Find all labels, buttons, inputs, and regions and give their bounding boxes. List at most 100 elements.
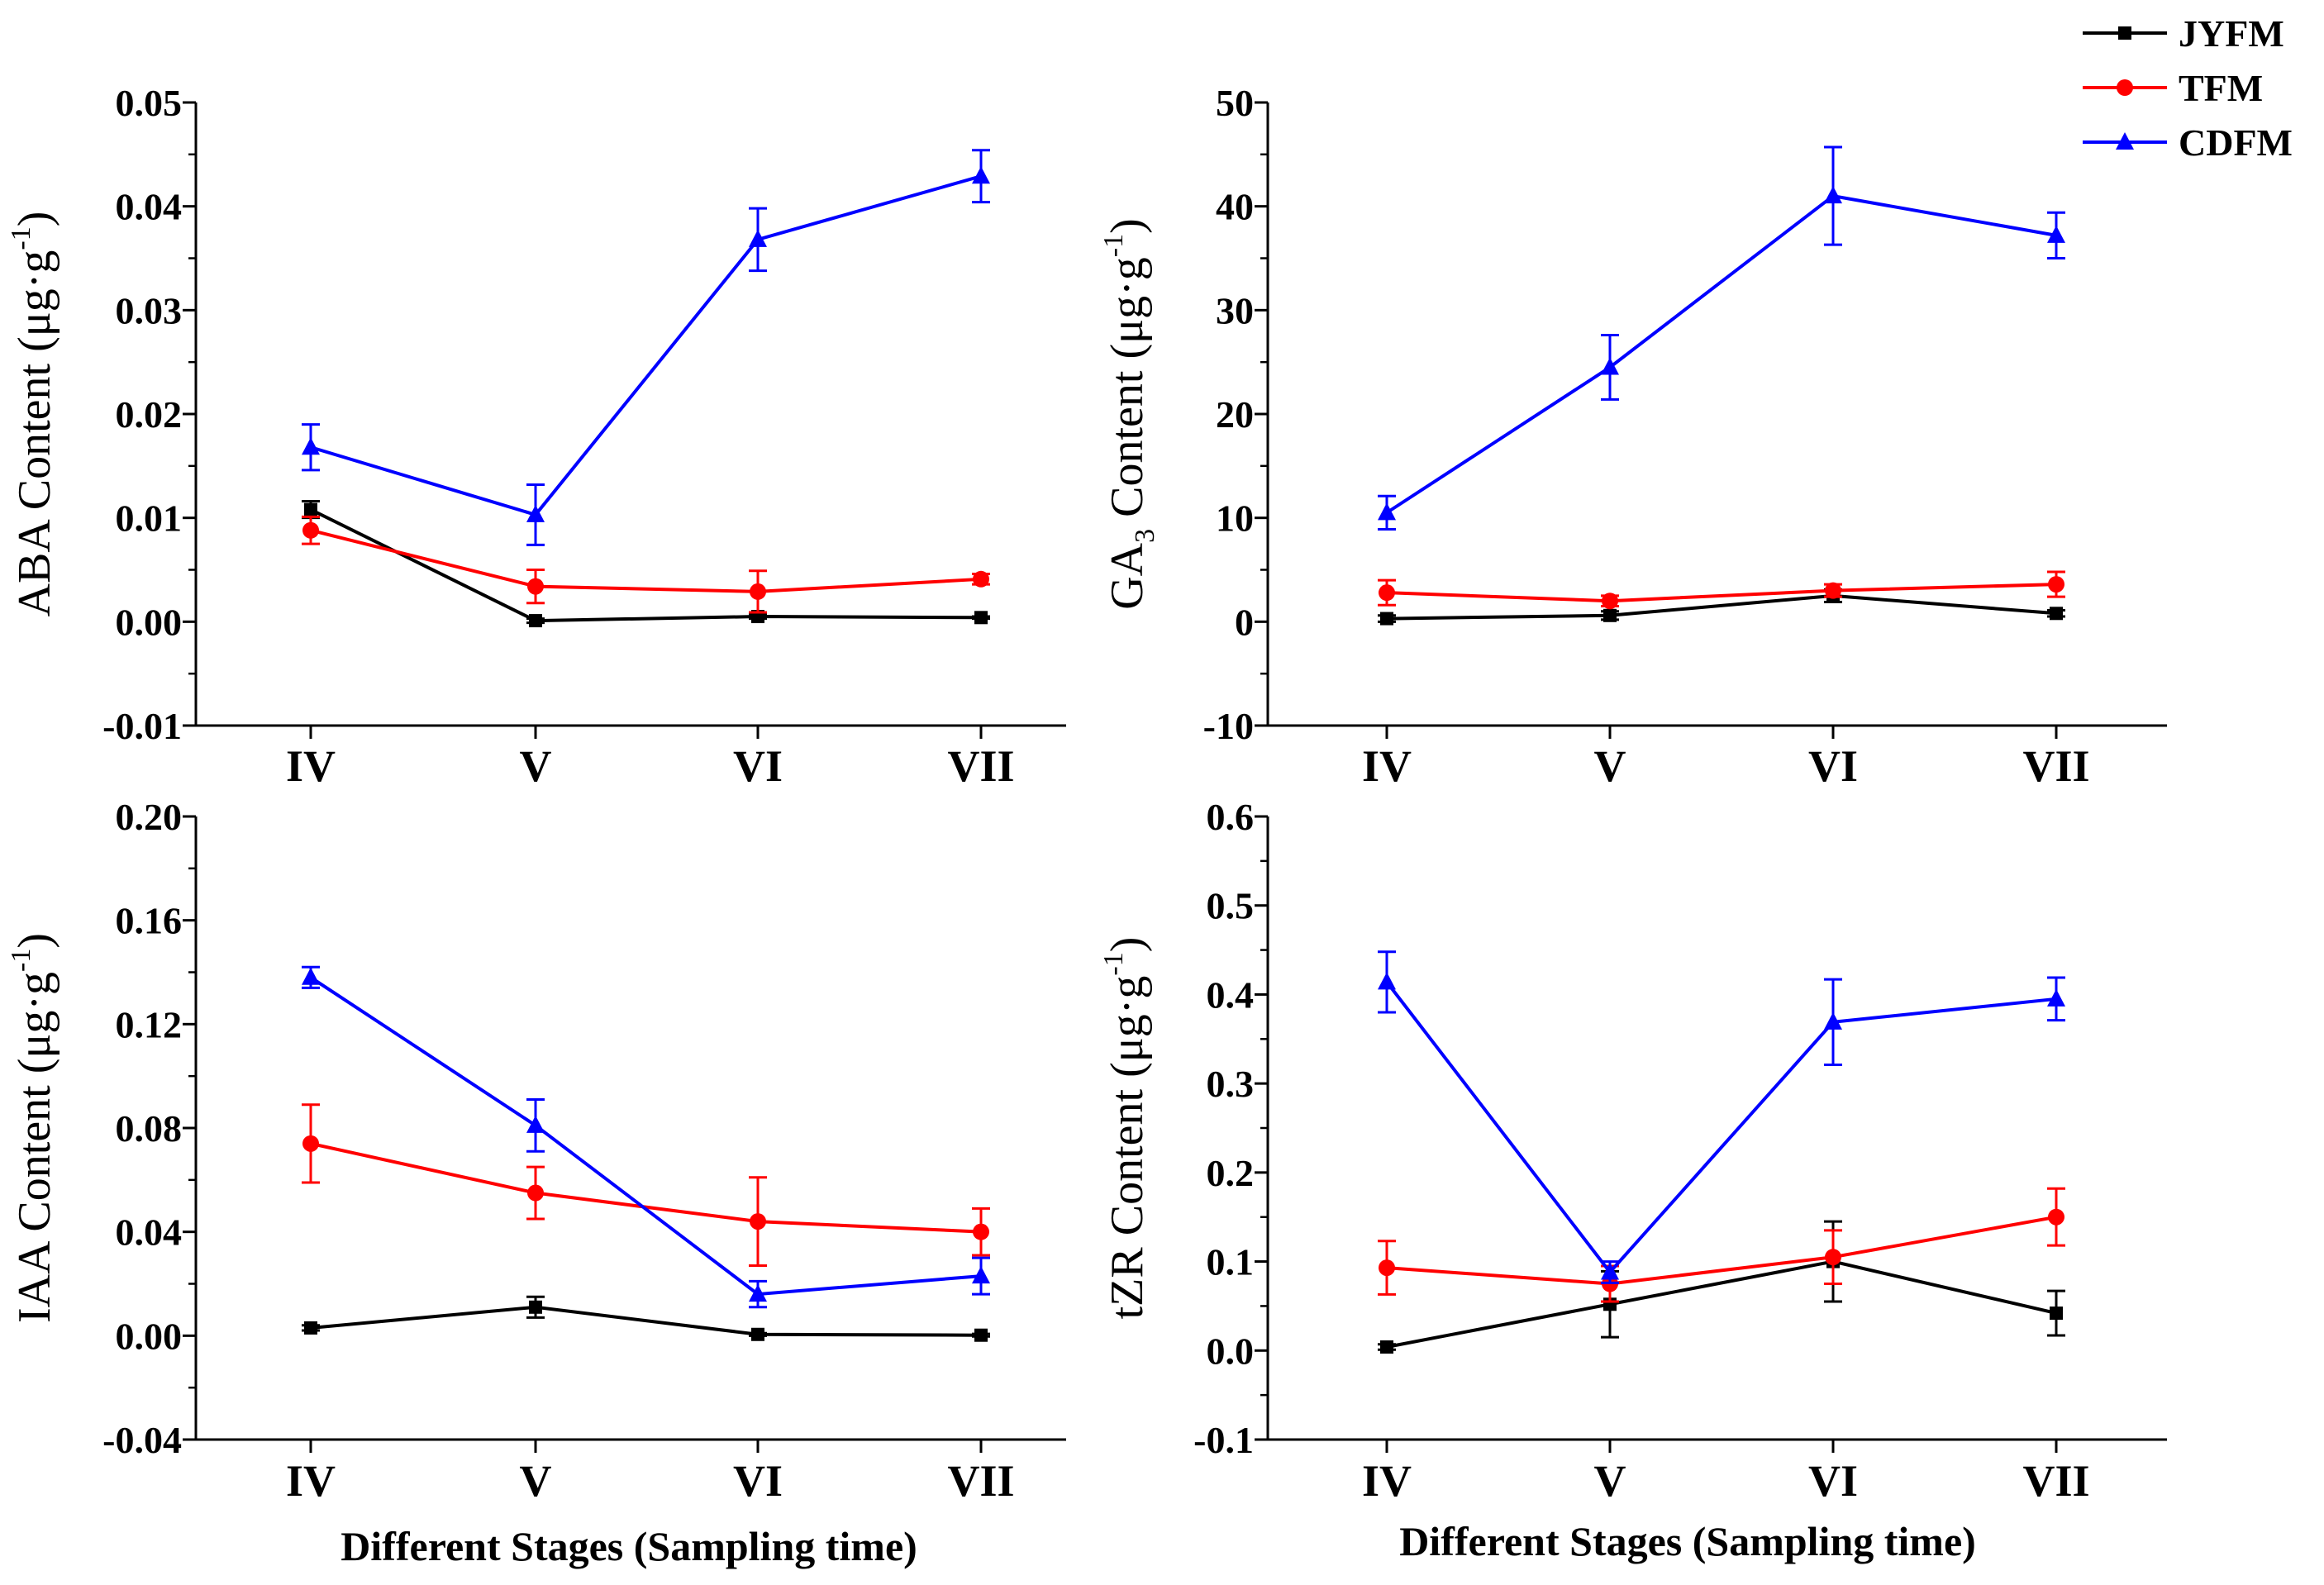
x-tick-label: IV: [286, 1456, 336, 1506]
x-tick-label: IV: [1362, 741, 1412, 791]
legend-item-tfm: TFM: [2083, 67, 2263, 109]
y-axis-title: tZR Content (μg·g-1): [1098, 937, 1153, 1320]
y-tick-label: 40: [1216, 186, 1254, 228]
y-tick-label: 0.03: [116, 289, 183, 331]
y-tick-label: 0.08: [116, 1107, 183, 1149]
series-tfm: [302, 515, 990, 614]
series-line-cdfm: [309, 976, 982, 1297]
y-tick-label: 0.4: [1207, 973, 1255, 1016]
data-point-tfm: [302, 521, 319, 539]
data-point-jyfm: [529, 1300, 542, 1314]
series-line-jyfm: [1386, 593, 2057, 621]
x-tick-label: V: [520, 741, 552, 791]
data-point-cdfm: [972, 1266, 990, 1284]
legend-item-cdfm: CDFM: [2083, 121, 2293, 164]
y-tick-label: 30: [1216, 289, 1254, 331]
ga3-panel: -10 0 10 20 30 40 50 IV V VI VII GA3 Content (μg·g-…: [1098, 82, 2167, 791]
legend-item-jyfm: JYFM: [2083, 12, 2284, 55]
data-point-jyfm: [751, 1327, 764, 1341]
series-cdfm: [302, 149, 990, 546]
iaa-panel: -0.04 0.00 0.04 0.08 0.12 0.16 0.20 IV V VI VII IAA…: [6, 796, 1066, 1506]
data-point-tfm: [750, 1213, 766, 1230]
data-point-cdfm: [302, 967, 320, 985]
data-point-cdfm: [749, 229, 767, 247]
data-point-tfm: [750, 583, 766, 600]
y-tick-label: 0.00: [116, 601, 183, 643]
data-point-tfm: [1825, 582, 1841, 599]
series-line-tfm: [310, 528, 982, 593]
y-tick-label: 10: [1216, 497, 1254, 540]
series-tfm: [1378, 570, 2065, 610]
data-point-jyfm: [2050, 1307, 2063, 1321]
y-tick-label: -10: [1203, 705, 1254, 747]
series-jyfm: [302, 500, 990, 628]
data-point-cdfm: [1824, 1011, 1842, 1030]
series-line-cdfm: [1385, 193, 2057, 515]
y-axis-title: ABA Content (μg·g-1): [6, 212, 60, 617]
y-tick-label: 0.01: [116, 497, 183, 540]
y-tick-label: 50: [1216, 82, 1254, 124]
y-tick-label: 0.6: [1207, 796, 1255, 838]
y-tick-label: 0.5: [1207, 885, 1255, 927]
series-line-jyfm: [310, 507, 982, 623]
x-tick-label: VII: [2022, 741, 2089, 791]
data-point-cdfm: [526, 504, 545, 522]
y-tick-label: 0.00: [116, 1315, 183, 1357]
x-tick-label: V: [520, 1456, 552, 1506]
tzr-panel: -0.1 0.0 0.1 0.2 0.3 0.4 0.5 0.6 IV V VI VII tZR Con…: [1098, 796, 2167, 1506]
series-line-jyfm: [310, 1305, 982, 1337]
series-cdfm: [302, 965, 990, 1309]
y-tick-label: 0.0: [1207, 1330, 1255, 1372]
data-point-tfm: [2048, 1208, 2064, 1226]
data-point-tfm: [1602, 593, 1618, 610]
x-tick-label: V: [1594, 1456, 1626, 1506]
series-tfm: [302, 1103, 990, 1268]
x-tick-label: VII: [947, 1456, 1014, 1506]
series-tfm: [1378, 1187, 2065, 1303]
y-tick-label: 0.02: [116, 393, 183, 436]
data-point-jyfm: [1380, 612, 1393, 626]
data-point-cdfm: [1601, 1262, 1619, 1280]
data-point-jyfm: [529, 614, 542, 628]
data-point-tfm: [973, 570, 989, 588]
data-point-cdfm: [2047, 225, 2065, 243]
legend: JYFM TFM CDFM: [2083, 12, 2293, 164]
y-axis-title: IAA Content (μg·g-1): [6, 933, 60, 1323]
y-axis-title: GA3 Content (μg·g-1): [1098, 218, 1160, 610]
y-tick-label: 0.04: [116, 186, 183, 228]
x-tick-label: VI: [733, 741, 783, 791]
legend-label: JYFM: [2179, 12, 2284, 55]
data-point-jyfm: [304, 502, 317, 516]
data-point-cdfm: [972, 166, 990, 184]
series-line-jyfm: [1386, 1259, 2057, 1349]
y-tick-label: 0.2: [1207, 1152, 1255, 1194]
y-tick-label: 0.04: [116, 1211, 183, 1254]
legend-marker-triangle: [2116, 132, 2134, 150]
aba-panel: -0.01 0.00 0.01 0.02 0.03 0.04 0.05 IV V VI VII ABA…: [6, 82, 1066, 791]
data-point-tfm: [302, 1135, 319, 1152]
data-point-jyfm: [304, 1321, 317, 1335]
data-point-cdfm: [2047, 988, 2065, 1007]
data-point-cdfm: [749, 1284, 767, 1302]
data-point-tfm: [527, 578, 544, 595]
x-tick-label: VII: [947, 741, 1014, 791]
series-line-tfm: [1386, 1215, 2057, 1286]
x-tick-label: VI: [1808, 1456, 1858, 1506]
series-line-cdfm: [1385, 981, 2057, 1275]
series-jyfm: [302, 1295, 990, 1342]
x-tick-label: IV: [286, 741, 336, 791]
data-point-cdfm: [1378, 972, 1396, 990]
data-point-cdfm: [1601, 357, 1619, 375]
series-line-tfm: [310, 1141, 982, 1234]
data-point-tfm: [1825, 1249, 1841, 1266]
y-tick-label: 0.1: [1207, 1241, 1255, 1283]
x-tick-label: VI: [1808, 741, 1858, 791]
data-point-cdfm: [302, 437, 320, 455]
x-axis-title-right: Different Stages (Sampling time): [1399, 1518, 1976, 1564]
x-tick-label: IV: [1362, 1456, 1412, 1506]
data-point-tfm: [527, 1184, 544, 1202]
data-point-jyfm: [2050, 607, 2063, 621]
data-point-jyfm: [974, 1328, 988, 1342]
y-tick-label: 0.12: [116, 1003, 183, 1045]
